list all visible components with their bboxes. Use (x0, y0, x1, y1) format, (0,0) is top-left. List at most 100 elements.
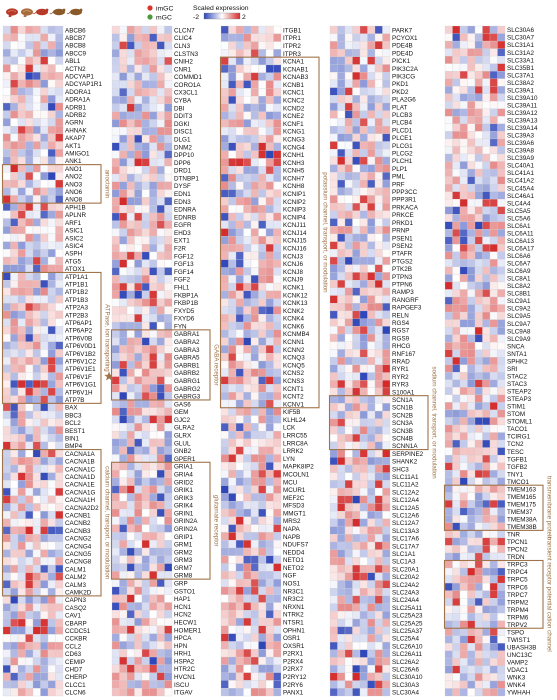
heatmap-cell (489, 387, 498, 396)
heatmap-cell (382, 110, 391, 119)
heatmap-cell (374, 33, 383, 42)
heatmap-cell (111, 127, 120, 136)
gene-label: PTPN3 (392, 274, 413, 281)
heatmap-cell (359, 56, 368, 65)
heatmap-cell (141, 376, 150, 385)
heatmap-cell (273, 267, 282, 276)
heatmap-cell (250, 610, 259, 619)
heatmap-cell (444, 116, 453, 124)
heatmap-cell (337, 395, 346, 404)
heatmap-cell (352, 564, 361, 573)
heatmap-cell (235, 516, 244, 525)
gene-label: ISCU (174, 682, 189, 689)
heatmap-cell (265, 610, 274, 619)
heatmap-cell (367, 665, 376, 674)
heatmap-cell (164, 127, 173, 136)
heatmap-cell (482, 131, 491, 140)
heatmap-cell (32, 295, 41, 304)
heatmap-cell (258, 376, 267, 385)
gene-label: SLC30A3 (392, 682, 419, 689)
gene-label: KCNJ3 (283, 253, 303, 260)
highlight-box (110, 329, 211, 401)
heatmap-cell (359, 588, 368, 597)
heatmap-cell (329, 341, 338, 350)
heatmap-cell (497, 289, 506, 298)
heatmap-cell (32, 641, 41, 650)
heatmap-cell (243, 586, 252, 595)
heatmap-cell (156, 633, 165, 642)
heatmap-cell (265, 134, 274, 143)
heatmap-cell (235, 314, 244, 323)
heatmap-cell (32, 141, 41, 150)
gene-label: SERPINE2 (392, 451, 424, 458)
heatmap-cell (452, 342, 461, 350)
heatmap-cell (258, 415, 267, 424)
heatmap-cell (273, 72, 282, 81)
gene-label: PRNP (392, 228, 410, 235)
heatmap-cell (359, 349, 368, 358)
heatmap-cell (459, 349, 468, 358)
gene-label: SLC25A11 (392, 605, 422, 612)
heatmap-cell (444, 522, 453, 531)
heatmap-cell (10, 426, 19, 435)
heatmap-cell (344, 172, 353, 181)
gene-label: SHANK2 (392, 459, 418, 466)
heatmap-cell (482, 214, 491, 222)
heatmap-cell (47, 218, 56, 227)
heatmap-cell (55, 464, 64, 473)
heatmap-cell (374, 141, 383, 150)
heatmap-cell (459, 575, 468, 584)
heatmap-cell (47, 195, 56, 204)
heatmap-cell (55, 534, 64, 543)
heatmap-cell (156, 392, 165, 401)
gene-label: KIF5B (283, 409, 301, 416)
legend-label-mgc: mGC (156, 15, 172, 22)
heatmap-cell (352, 487, 361, 496)
heatmap-cell (17, 56, 26, 65)
heatmap-cell (40, 526, 49, 535)
gene-label: BMP4 (65, 443, 83, 450)
heatmap-cell (337, 333, 346, 342)
heatmap-cell (459, 259, 468, 268)
gene-label: SLC39A6 (507, 140, 534, 147)
heatmap-cell (228, 103, 237, 112)
heatmap-cell (17, 649, 26, 658)
heatmap-cell (337, 541, 346, 550)
heatmap-cell (382, 33, 391, 42)
heatmap-cell (156, 244, 165, 253)
heatmap-cell (359, 25, 368, 34)
heatmap-cell (111, 282, 120, 292)
heatmap-cell (452, 146, 461, 155)
heatmap-cell (25, 564, 34, 573)
gene-label: SLC6A7 (507, 261, 531, 268)
heatmap-cell (17, 595, 26, 604)
heatmap-cell (467, 123, 476, 132)
heatmap-cell (134, 454, 143, 463)
heatmap-cell (444, 304, 453, 313)
gene-label: HPN (174, 643, 188, 650)
heatmap-cell (337, 303, 346, 312)
gene-label: DBI (174, 105, 185, 112)
heatmap-cell (119, 672, 128, 681)
heatmap-cell (459, 357, 468, 365)
heatmap-cell (344, 364, 353, 373)
heatmap-cell (149, 228, 158, 237)
heatmap-cell (467, 545, 476, 554)
heatmap-cell (444, 507, 453, 516)
heatmap-cell (265, 282, 274, 292)
gene-group-label: ATPase, ion transporting (104, 304, 111, 372)
heatmap-cell (32, 110, 41, 119)
heatmap-cell (265, 563, 274, 572)
heatmap-cell (482, 86, 491, 94)
heatmap-cell (265, 586, 274, 595)
heatmap-cell (459, 138, 468, 147)
heatmap-cell (258, 49, 267, 58)
heatmap-cell (497, 236, 506, 245)
heatmap-cell (474, 146, 483, 155)
heatmap-cell (382, 318, 391, 327)
heatmap-cell (243, 407, 252, 416)
heatmap-cell (164, 88, 173, 97)
heatmap-cell (126, 290, 135, 299)
gene-label: PSEN1 (392, 235, 413, 242)
heatmap-cell (220, 454, 229, 463)
